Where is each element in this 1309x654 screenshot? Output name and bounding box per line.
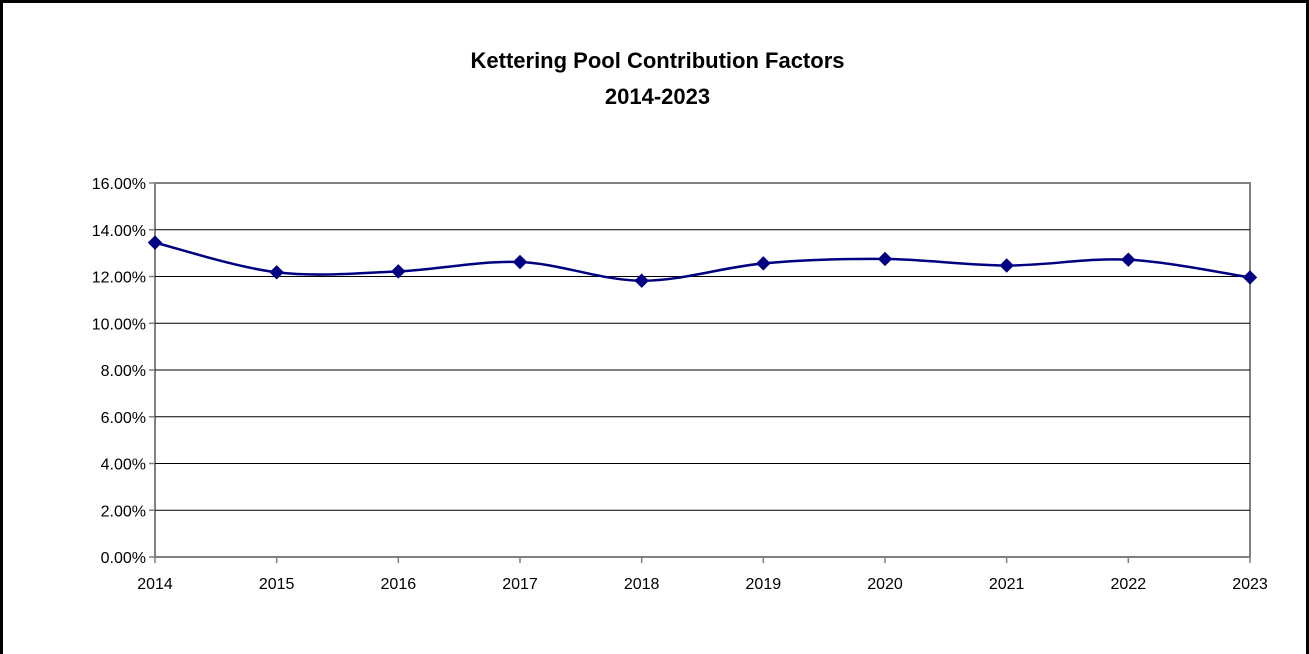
x-tick-label: 2022 (1111, 576, 1147, 593)
data-point-marker (269, 265, 284, 280)
y-tick-label: 16.00% (92, 176, 146, 193)
x-tick-label: 2019 (746, 576, 782, 593)
x-tick-label: 2023 (1232, 576, 1268, 593)
chart-subtitle: 2014-2023 (604, 84, 711, 109)
y-tick-label: 14.00% (92, 223, 146, 240)
data-point-marker (999, 258, 1014, 273)
data-point-marker (1121, 252, 1136, 267)
x-tick-label: 2015 (259, 576, 295, 593)
x-tick-label: 2017 (502, 576, 538, 593)
chart-title: Kettering Pool Contribution Factors (470, 48, 845, 73)
y-tick-label: 12.00% (92, 270, 146, 287)
x-tick-label: 2018 (624, 576, 660, 593)
y-tick-label: 8.00% (101, 363, 146, 380)
x-tick-label: 2020 (867, 576, 903, 593)
y-tick-label: 10.00% (92, 316, 146, 333)
x-tick-label: 2021 (989, 576, 1025, 593)
y-tick-label: 4.00% (101, 457, 146, 474)
y-tick-label: 2.00% (101, 503, 146, 520)
data-point-marker (877, 251, 893, 267)
data-point-marker (756, 256, 771, 271)
data-point-marker (147, 235, 163, 250)
data-point-marker (512, 254, 528, 270)
y-tick-label: 0.00% (101, 550, 146, 567)
data-point-marker (1242, 270, 1258, 285)
x-tick-label: 2016 (381, 576, 417, 593)
data-point-marker (391, 264, 406, 279)
series-line (154, 241, 1251, 282)
x-tick-label: 2014 (137, 576, 173, 593)
data-point-marker (634, 273, 649, 288)
chart-title-block: Kettering Pool Contribution Factors 2014… (3, 43, 1309, 115)
y-tick-label: 6.00% (101, 410, 146, 427)
